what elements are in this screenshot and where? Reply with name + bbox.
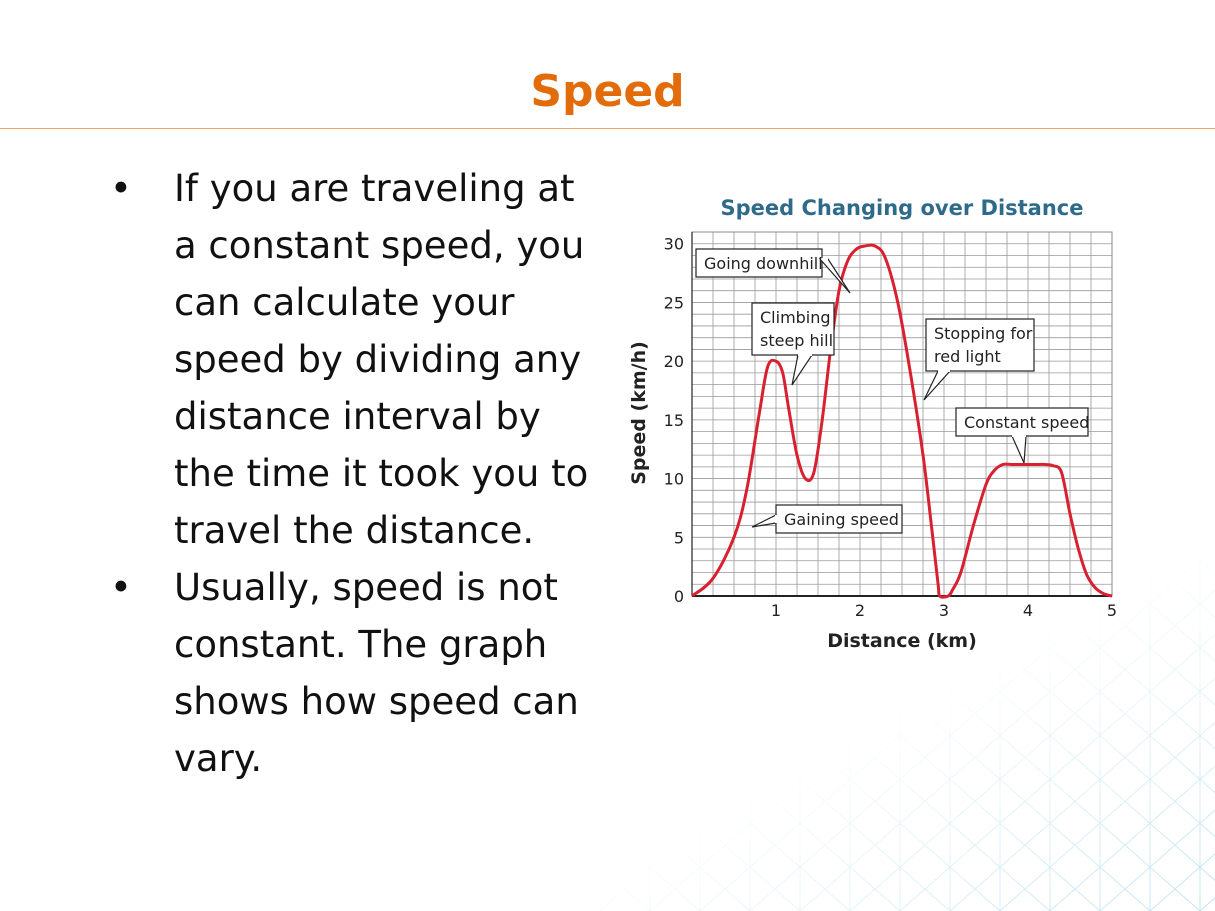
y-tick-label: 30: [664, 235, 684, 254]
title-divider: [0, 128, 1215, 129]
annotation-pointer: [923, 370, 952, 401]
x-tick-label: 3: [939, 601, 949, 620]
annotation-text: Constant speed: [964, 413, 1089, 432]
bullet-dot-icon: •: [110, 167, 132, 210]
annotation-box: [775, 504, 903, 534]
x-tick-label: 4: [1023, 601, 1033, 620]
bullet-item: • Usually, speed is not constant. The gr…: [110, 559, 590, 787]
x-tick-label: 1: [771, 601, 781, 620]
annotation-constant-speed: Constant speed: [955, 407, 1089, 464]
chart-ticks: 1 2 3 4 5 0 5 10 15 20 25 30: [664, 235, 1117, 620]
annotation-text: Going downhill: [704, 254, 823, 273]
annotation-box: [751, 302, 835, 356]
annotation-text: Stopping for: [934, 324, 1033, 343]
annotation-text: steep hill: [760, 331, 833, 350]
bullet-text: If you are traveling at a constant speed…: [174, 167, 589, 552]
y-tick-label: 10: [664, 470, 684, 489]
annotation-text: red light: [934, 347, 1001, 366]
chart-title: Speed Changing over Distance: [721, 196, 1084, 220]
x-tick-label: 2: [855, 601, 865, 620]
annotation-climbing-steep-hill: Climbing steep hill: [751, 302, 835, 386]
annotation-stopping-for-red-light: Stopping for red light: [923, 318, 1035, 401]
annotation-text: Climbing: [760, 308, 831, 327]
annotation-box: [695, 248, 823, 278]
y-tick-label: 25: [664, 293, 684, 312]
x-tick-label: 5: [1107, 601, 1117, 620]
bullet-dot-icon: •: [110, 566, 132, 609]
series-line: [691, 243, 1113, 599]
y-tick-label: 15: [664, 411, 684, 430]
y-tick-label: 0: [674, 587, 684, 606]
annotation-pointer: [1011, 435, 1027, 464]
y-tick-label: 5: [674, 528, 684, 547]
y-axis-label: Speed (km/h): [628, 341, 650, 485]
bullet-list: • If you are traveling at a constant spe…: [110, 160, 590, 787]
annotation-pointer: [791, 354, 814, 386]
annotation-text: Gaining speed: [784, 510, 899, 529]
chart-annotations: Going downhill Climbing steep hill Stopping…: [695, 248, 1089, 534]
x-axis-label: Distance (km): [827, 630, 977, 652]
y-tick-label: 20: [664, 352, 684, 371]
bullet-text: Usually, speed is not constant. The grap…: [174, 566, 579, 780]
speed-chart: Speed Changing over Distance 1 2 3 4 5 0 5 10 15…: [628, 196, 1117, 652]
slide-title: Speed: [530, 66, 685, 117]
bullet-item: • If you are traveling at a constant spe…: [110, 160, 590, 559]
annotation-going-downhill: Going downhill: [695, 248, 851, 294]
annotation-box: [925, 318, 1035, 372]
annotation-gaining-speed: Gaining speed: [751, 504, 903, 534]
